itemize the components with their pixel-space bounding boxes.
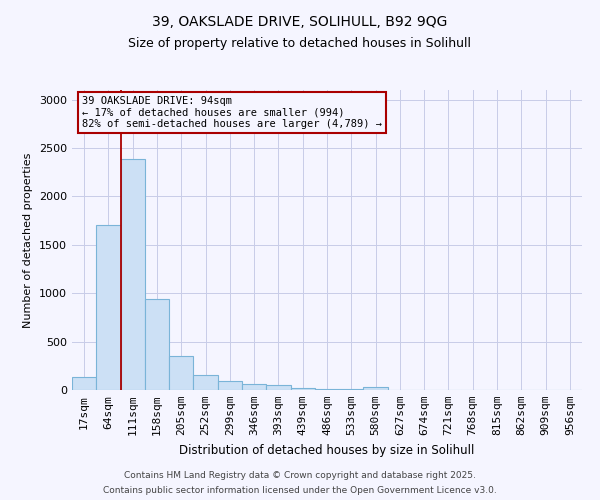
Text: Contains HM Land Registry data © Crown copyright and database right 2025.: Contains HM Land Registry data © Crown c…	[124, 471, 476, 480]
X-axis label: Distribution of detached houses by size in Solihull: Distribution of detached houses by size …	[179, 444, 475, 456]
Y-axis label: Number of detached properties: Number of detached properties	[23, 152, 34, 328]
Bar	[364, 387, 388, 390]
Bar	[145, 299, 169, 390]
Bar	[169, 356, 193, 390]
Bar	[218, 381, 242, 390]
Text: Contains public sector information licensed under the Open Government Licence v3: Contains public sector information licen…	[103, 486, 497, 495]
Bar	[96, 226, 121, 390]
Text: Size of property relative to detached houses in Solihull: Size of property relative to detached ho…	[128, 38, 472, 51]
Bar	[315, 388, 339, 390]
Bar	[242, 384, 266, 390]
Bar	[266, 385, 290, 390]
Bar	[339, 389, 364, 390]
Text: 39, OAKSLADE DRIVE, SOLIHULL, B92 9QG: 39, OAKSLADE DRIVE, SOLIHULL, B92 9QG	[152, 15, 448, 29]
Bar	[72, 378, 96, 390]
Bar	[290, 388, 315, 390]
Bar	[121, 158, 145, 390]
Bar	[193, 374, 218, 390]
Text: 39 OAKSLADE DRIVE: 94sqm
← 17% of detached houses are smaller (994)
82% of semi-: 39 OAKSLADE DRIVE: 94sqm ← 17% of detach…	[82, 96, 382, 129]
